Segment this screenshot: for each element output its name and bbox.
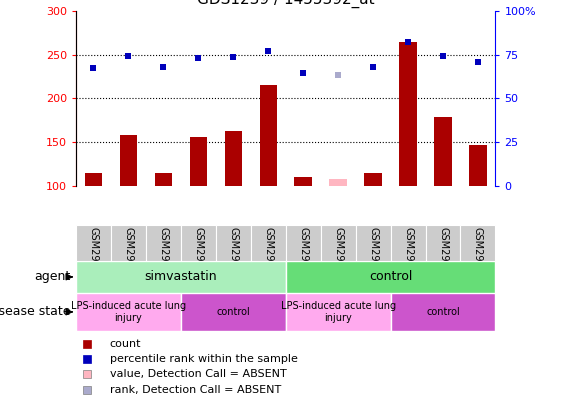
Bar [181, 293, 286, 331]
Bar [251, 225, 286, 261]
Bar [391, 225, 426, 261]
Bar [356, 225, 391, 261]
Text: simvastatin: simvastatin [145, 271, 217, 284]
Text: GSM29711: GSM29711 [368, 227, 378, 280]
Text: GSM29717: GSM29717 [158, 227, 168, 280]
Text: percentile rank within the sample: percentile rank within the sample [110, 354, 298, 364]
Bar [225, 131, 242, 186]
Bar [260, 85, 277, 186]
Text: control: control [216, 307, 250, 317]
Text: GSM29709: GSM29709 [298, 227, 308, 280]
Bar [76, 293, 181, 331]
Bar [285, 225, 321, 261]
Text: GSM29712: GSM29712 [193, 227, 203, 280]
Bar [434, 117, 452, 186]
Bar [155, 173, 172, 186]
Bar [294, 177, 312, 186]
Bar [85, 173, 102, 186]
Text: rank, Detection Call = ABSENT: rank, Detection Call = ABSENT [110, 385, 281, 395]
Text: GSM29707: GSM29707 [438, 227, 448, 280]
Text: count: count [110, 339, 141, 349]
Text: GSM29713: GSM29713 [228, 227, 238, 280]
Bar [461, 225, 495, 261]
Bar [285, 293, 391, 331]
Text: GSM29708: GSM29708 [473, 227, 483, 280]
Bar [469, 145, 486, 186]
Bar [329, 179, 347, 186]
Bar [111, 225, 146, 261]
Text: GSM29706: GSM29706 [403, 227, 413, 280]
Bar [190, 137, 207, 186]
Bar [120, 135, 137, 186]
Bar [391, 293, 495, 331]
Text: LPS-induced acute lung
injury: LPS-induced acute lung injury [280, 301, 396, 323]
Bar [285, 261, 495, 293]
Text: GSM29714: GSM29714 [263, 227, 273, 280]
Text: agent: agent [34, 271, 70, 284]
Bar [146, 225, 181, 261]
Text: control: control [426, 307, 460, 317]
Bar [216, 225, 251, 261]
Bar [364, 173, 382, 186]
Bar [399, 42, 417, 186]
Bar [426, 225, 461, 261]
Text: control: control [369, 271, 412, 284]
Title: GDS1239 / 1455392_at: GDS1239 / 1455392_at [197, 0, 374, 8]
Text: GSM29715: GSM29715 [88, 227, 99, 280]
Bar [181, 225, 216, 261]
Bar [321, 225, 356, 261]
Bar [76, 261, 285, 293]
Text: LPS-induced acute lung
injury: LPS-induced acute lung injury [71, 301, 186, 323]
Text: GSM29710: GSM29710 [333, 227, 343, 280]
Text: disease state: disease state [0, 305, 70, 318]
Text: value, Detection Call = ABSENT: value, Detection Call = ABSENT [110, 369, 287, 379]
Bar [76, 225, 111, 261]
Text: GSM29716: GSM29716 [123, 227, 133, 280]
